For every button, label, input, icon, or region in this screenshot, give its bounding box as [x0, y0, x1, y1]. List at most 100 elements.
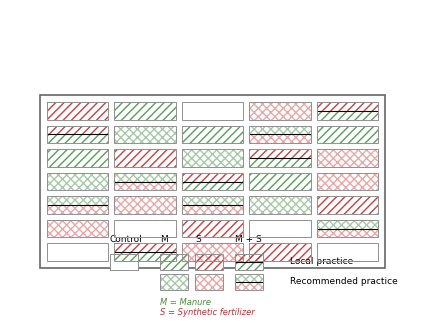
Bar: [235, 254, 263, 270]
Bar: [316, 196, 378, 214]
Bar: [316, 102, 378, 111]
Bar: [235, 274, 263, 290]
Bar: [182, 244, 243, 261]
Bar: [160, 274, 188, 290]
Bar: [114, 196, 176, 214]
Bar: [47, 173, 108, 190]
Bar: [249, 126, 310, 143]
Bar: [195, 274, 223, 290]
Text: S: S: [195, 235, 201, 244]
Bar: [47, 196, 108, 214]
Bar: [316, 149, 378, 167]
Bar: [249, 134, 310, 143]
Bar: [47, 149, 108, 167]
Bar: [182, 173, 243, 190]
Bar: [195, 254, 223, 270]
Bar: [114, 173, 176, 190]
Bar: [114, 102, 176, 120]
Bar: [249, 126, 310, 143]
Bar: [182, 149, 243, 167]
Bar: [47, 220, 108, 237]
Bar: [249, 196, 310, 214]
Bar: [316, 173, 378, 190]
Text: M + S: M + S: [235, 235, 262, 244]
Bar: [47, 244, 108, 261]
Bar: [47, 149, 108, 167]
Bar: [114, 220, 176, 237]
Bar: [160, 254, 188, 270]
Bar: [182, 173, 243, 190]
Bar: [114, 220, 176, 237]
Bar: [316, 102, 378, 120]
Bar: [47, 244, 108, 261]
Bar: [235, 282, 263, 290]
Bar: [182, 126, 243, 143]
Bar: [160, 254, 188, 270]
Bar: [182, 182, 243, 190]
Text: Recommended practice: Recommended practice: [290, 277, 398, 287]
Bar: [182, 102, 243, 120]
Bar: [195, 274, 223, 290]
Bar: [249, 220, 310, 237]
Bar: [114, 102, 176, 120]
Bar: [182, 196, 243, 214]
Bar: [249, 149, 310, 167]
Bar: [235, 254, 263, 262]
Bar: [316, 149, 378, 167]
Text: Control: Control: [110, 235, 143, 244]
Bar: [316, 244, 378, 261]
Bar: [235, 254, 263, 270]
Bar: [316, 173, 378, 190]
Bar: [316, 229, 378, 237]
Bar: [114, 149, 176, 167]
Bar: [182, 126, 243, 143]
Bar: [249, 102, 310, 120]
Bar: [114, 102, 176, 120]
Bar: [47, 149, 108, 167]
Bar: [114, 173, 176, 182]
Bar: [114, 173, 176, 190]
Bar: [182, 149, 243, 167]
Bar: [195, 254, 223, 270]
Bar: [47, 196, 108, 205]
Bar: [182, 244, 243, 261]
Bar: [249, 244, 310, 261]
Bar: [47, 173, 108, 190]
Bar: [114, 149, 176, 167]
Bar: [114, 196, 176, 214]
Bar: [182, 102, 243, 120]
Bar: [316, 244, 378, 261]
Bar: [114, 252, 176, 261]
Bar: [182, 205, 243, 214]
Bar: [114, 244, 176, 252]
Bar: [195, 274, 223, 290]
Bar: [249, 220, 310, 237]
Bar: [47, 173, 108, 190]
Bar: [47, 102, 108, 120]
Bar: [114, 126, 176, 143]
Bar: [249, 196, 310, 214]
Bar: [114, 244, 176, 261]
Bar: [249, 173, 310, 190]
Bar: [114, 182, 176, 190]
Bar: [182, 196, 243, 214]
Bar: [182, 196, 243, 205]
Bar: [47, 102, 108, 120]
Bar: [47, 220, 108, 237]
Bar: [182, 220, 243, 237]
Bar: [114, 244, 176, 261]
Bar: [160, 274, 188, 290]
Bar: [235, 274, 263, 290]
Bar: [160, 274, 188, 290]
Text: M: M: [160, 235, 168, 244]
Bar: [40, 95, 385, 268]
Bar: [47, 126, 108, 134]
Bar: [316, 196, 378, 214]
Bar: [47, 220, 108, 237]
Bar: [114, 149, 176, 167]
Bar: [316, 220, 378, 229]
Bar: [47, 134, 108, 143]
Text: Local practice: Local practice: [290, 257, 353, 266]
Bar: [249, 102, 310, 120]
Bar: [249, 126, 310, 134]
